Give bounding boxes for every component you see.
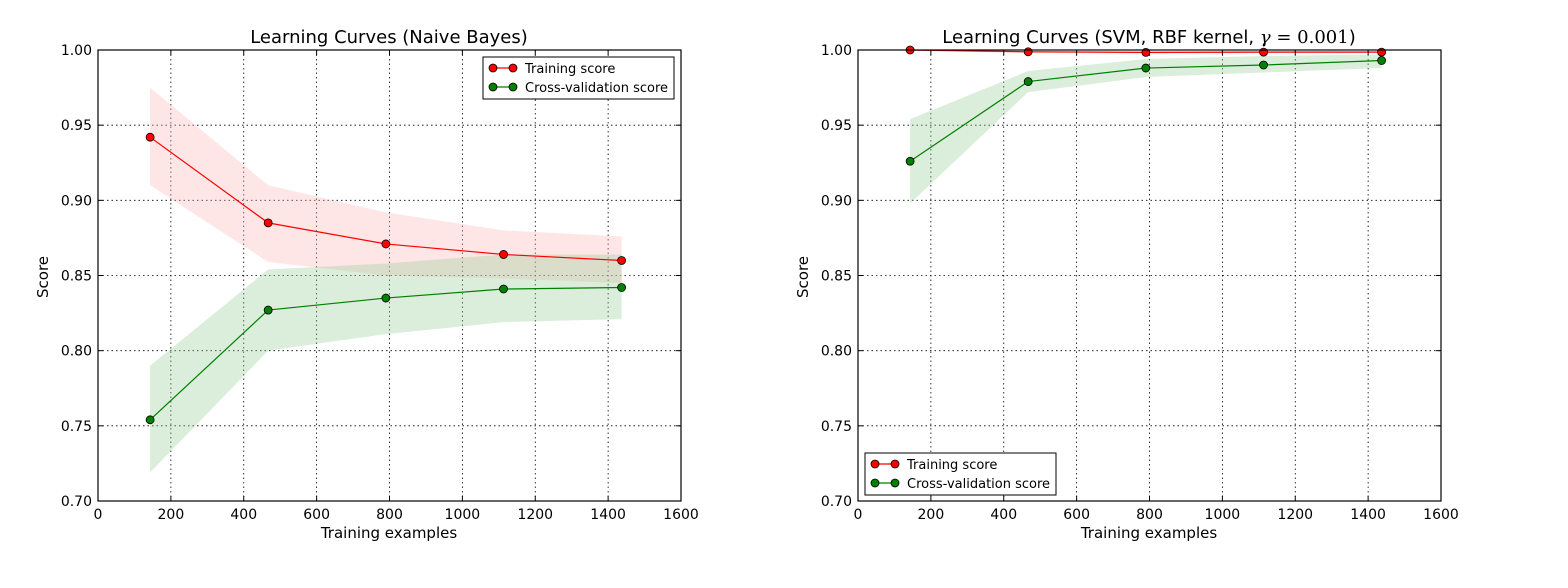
- chart-title-close: ): [1349, 27, 1356, 48]
- x-tick-label: 600: [1063, 507, 1090, 523]
- plot-area: 0 200 400 600 800 1000 1200 1400 1600 0.70 0.75 0.8…: [61, 43, 699, 523]
- x-axis-label: Training examples: [320, 524, 458, 542]
- legend-marker: [890, 459, 900, 469]
- chart-title: Learning Curves (SVM, RBF kernel, γ = 0.…: [942, 27, 1355, 48]
- y-tick-label: 0.90: [821, 193, 852, 209]
- data-point: [1377, 47, 1387, 57]
- plot-area: 0 200 400 600 800 1000 1200 1400 1600 0.70 0.75 0.8…: [821, 43, 1459, 523]
- legend-marker: [488, 63, 498, 73]
- legend: Training score Cross-validation score: [864, 452, 1057, 496]
- x-tick-label: 1400: [1350, 507, 1386, 523]
- x-tick-label: 200: [158, 507, 185, 523]
- x-axis-label: Training examples: [1080, 524, 1218, 542]
- y-tick-label: 0.95: [821, 118, 852, 134]
- legend-label: Cross-validation score: [907, 477, 1050, 492]
- x-tick-label: 1400: [590, 507, 626, 523]
- data-point: [617, 283, 627, 292]
- x-tick-label: 800: [1136, 507, 1163, 523]
- data-point: [1377, 56, 1387, 65]
- y-axis-label: Score: [34, 256, 52, 298]
- data-point: [905, 156, 915, 166]
- x-tick-label: 400: [230, 507, 257, 523]
- data-point: [499, 284, 508, 294]
- data-point: [263, 305, 273, 315]
- chart-svm-rbf: 0 200 400 600 800 1000 1200 1400 1600 0.70 0.75 0.8…: [794, 27, 1459, 542]
- legend-box: [864, 452, 1057, 496]
- chart-title-gamma: γ: [1260, 27, 1271, 48]
- x-tick-label: 0: [94, 507, 103, 523]
- chart-title-equals: = 0.001: [1271, 27, 1349, 48]
- x-tick-label: 1200: [517, 507, 553, 523]
- legend-marker: [890, 478, 900, 488]
- y-tick-label: 0.90: [61, 193, 92, 209]
- legend-marker: [508, 63, 518, 73]
- data-point: [1259, 47, 1268, 57]
- data-point: [499, 250, 508, 259]
- data-point: [1023, 47, 1033, 57]
- legend-marker: [870, 459, 880, 469]
- legend-label: Cross-validation score: [525, 81, 668, 96]
- data-point: [381, 239, 391, 249]
- y-tick-label: 0.70: [821, 494, 852, 510]
- std-band: [150, 254, 622, 473]
- y-tick-label: 1.00: [821, 43, 852, 59]
- legend-marker: [488, 82, 498, 92]
- std-band: [910, 54, 1382, 204]
- legend-marker: [508, 82, 518, 92]
- data-point: [1259, 60, 1268, 70]
- x-tick-label: 1600: [663, 507, 699, 523]
- x-tick-label: 200: [918, 507, 945, 523]
- y-tick-label: 0.80: [821, 344, 852, 360]
- data-point: [381, 293, 391, 303]
- legend-label: Training score: [524, 62, 615, 77]
- legend: Training score Cross-validation score: [482, 56, 675, 100]
- y-tick-label: 0.75: [821, 419, 852, 435]
- data-point: [145, 415, 155, 425]
- legend-label: Training score: [906, 458, 997, 473]
- legend-marker: [870, 478, 880, 488]
- x-tick-label: 1600: [1423, 507, 1459, 523]
- y-tick-label: 0.75: [61, 419, 92, 435]
- y-axis-label: Score: [794, 256, 812, 298]
- data-point: [145, 132, 155, 142]
- x-tick-label: 600: [303, 507, 330, 523]
- x-tick-label: 1000: [1205, 507, 1241, 523]
- std-band: [150, 87, 622, 284]
- legend-box: [482, 56, 675, 100]
- x-tick-label: 800: [376, 507, 403, 523]
- y-tick-label: 0.85: [61, 269, 92, 285]
- data-point: [1141, 63, 1151, 73]
- x-tick-label: 0: [854, 507, 863, 523]
- chart-title-text: Learning Curves (SVM, RBF kernel,: [942, 27, 1260, 48]
- y-tick-label: 0.85: [821, 269, 852, 285]
- chart-title: Learning Curves (Naive Bayes): [250, 27, 528, 48]
- chart-naive-bayes: 0 200 400 600 800 1000 1200 1400 1600 0.70 0.75 0.8…: [34, 27, 699, 542]
- x-tick-label: 1000: [445, 507, 481, 523]
- y-tick-label: 1.00: [61, 43, 92, 59]
- y-tick-label: 0.95: [61, 118, 92, 134]
- data-point: [1023, 77, 1033, 86]
- data-point: [263, 218, 273, 228]
- x-tick-label: 1200: [1277, 507, 1313, 523]
- data-point: [617, 256, 627, 265]
- y-tick-label: 0.70: [61, 494, 92, 510]
- y-tick-label: 0.80: [61, 344, 92, 360]
- x-tick-label: 400: [990, 507, 1017, 523]
